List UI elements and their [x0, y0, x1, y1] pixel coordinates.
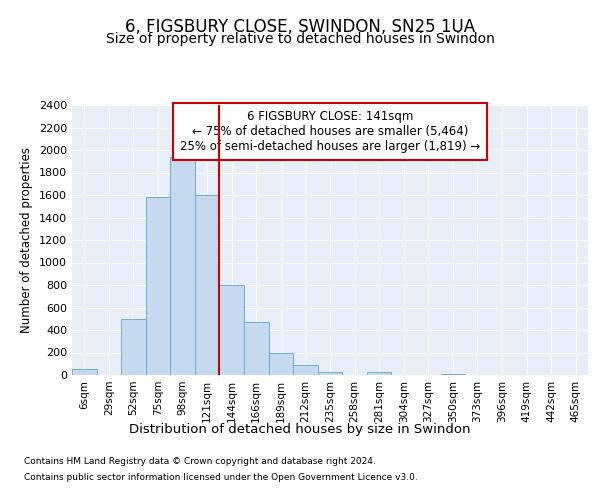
- Text: Contains HM Land Registry data © Crown copyright and database right 2024.: Contains HM Land Registry data © Crown c…: [24, 458, 376, 466]
- Text: Contains public sector information licensed under the Open Government Licence v3: Contains public sector information licen…: [24, 472, 418, 482]
- Text: Size of property relative to detached houses in Swindon: Size of property relative to detached ho…: [106, 32, 494, 46]
- Bar: [440, 374, 465, 375]
- Y-axis label: Number of detached properties: Number of detached properties: [20, 147, 34, 333]
- Bar: [293, 365, 318, 375]
- Text: Distribution of detached houses by size in Swindon: Distribution of detached houses by size …: [129, 422, 471, 436]
- Bar: [318, 372, 342, 375]
- Bar: [195, 195, 220, 375]
- Bar: [244, 322, 269, 375]
- Bar: [72, 370, 97, 375]
- Bar: [146, 197, 170, 375]
- Text: 6 FIGSBURY CLOSE: 141sqm
← 75% of detached houses are smaller (5,464)
25% of sem: 6 FIGSBURY CLOSE: 141sqm ← 75% of detach…: [180, 110, 480, 154]
- Text: 6, FIGSBURY CLOSE, SWINDON, SN25 1UA: 6, FIGSBURY CLOSE, SWINDON, SN25 1UA: [125, 18, 475, 36]
- Bar: [121, 319, 146, 375]
- Bar: [269, 352, 293, 375]
- Bar: [170, 157, 195, 375]
- Bar: [367, 372, 391, 375]
- Bar: [220, 285, 244, 375]
